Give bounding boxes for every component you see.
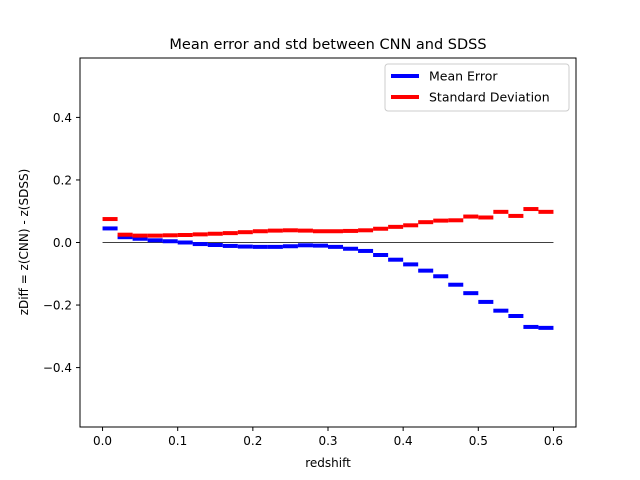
legend-label-standard-deviation: Standard Deviation bbox=[429, 90, 550, 105]
x-tick-label: 0.6 bbox=[544, 434, 563, 448]
legend-label-mean-error: Mean Error bbox=[429, 69, 498, 84]
y-axis: −0.4 −0.2 0.0 0.2 0.4 bbox=[43, 111, 80, 375]
x-axis-label: redshift bbox=[305, 456, 351, 470]
y-tick-label: −0.4 bbox=[43, 361, 72, 375]
y-tick-label: −0.2 bbox=[43, 299, 72, 313]
legend: Mean Error Standard Deviation bbox=[384, 63, 570, 112]
chart-title: Mean error and std between CNN and SDSS bbox=[169, 37, 486, 53]
y-tick-label: 0.2 bbox=[53, 173, 72, 187]
x-axis: 0.0 0.1 0.2 0.3 0.4 0.5 0.6 bbox=[93, 427, 563, 448]
legend-frame bbox=[384, 63, 570, 112]
series-standard-deviation bbox=[102, 207, 554, 238]
x-tick-label: 0.5 bbox=[469, 434, 488, 448]
x-tick-label: 0.0 bbox=[93, 434, 112, 448]
x-tick-label: 0.2 bbox=[243, 434, 262, 448]
y-tick-label: 0.4 bbox=[53, 111, 72, 125]
y-tick-label: 0.0 bbox=[53, 236, 72, 250]
x-tick-label: 0.4 bbox=[394, 434, 413, 448]
series-mean-error bbox=[102, 226, 554, 330]
y-axis-label: zDiff = z(CNN) - z(SDSS) bbox=[17, 169, 31, 316]
x-tick-label: 0.1 bbox=[168, 434, 187, 448]
x-tick-label: 0.3 bbox=[318, 434, 337, 448]
